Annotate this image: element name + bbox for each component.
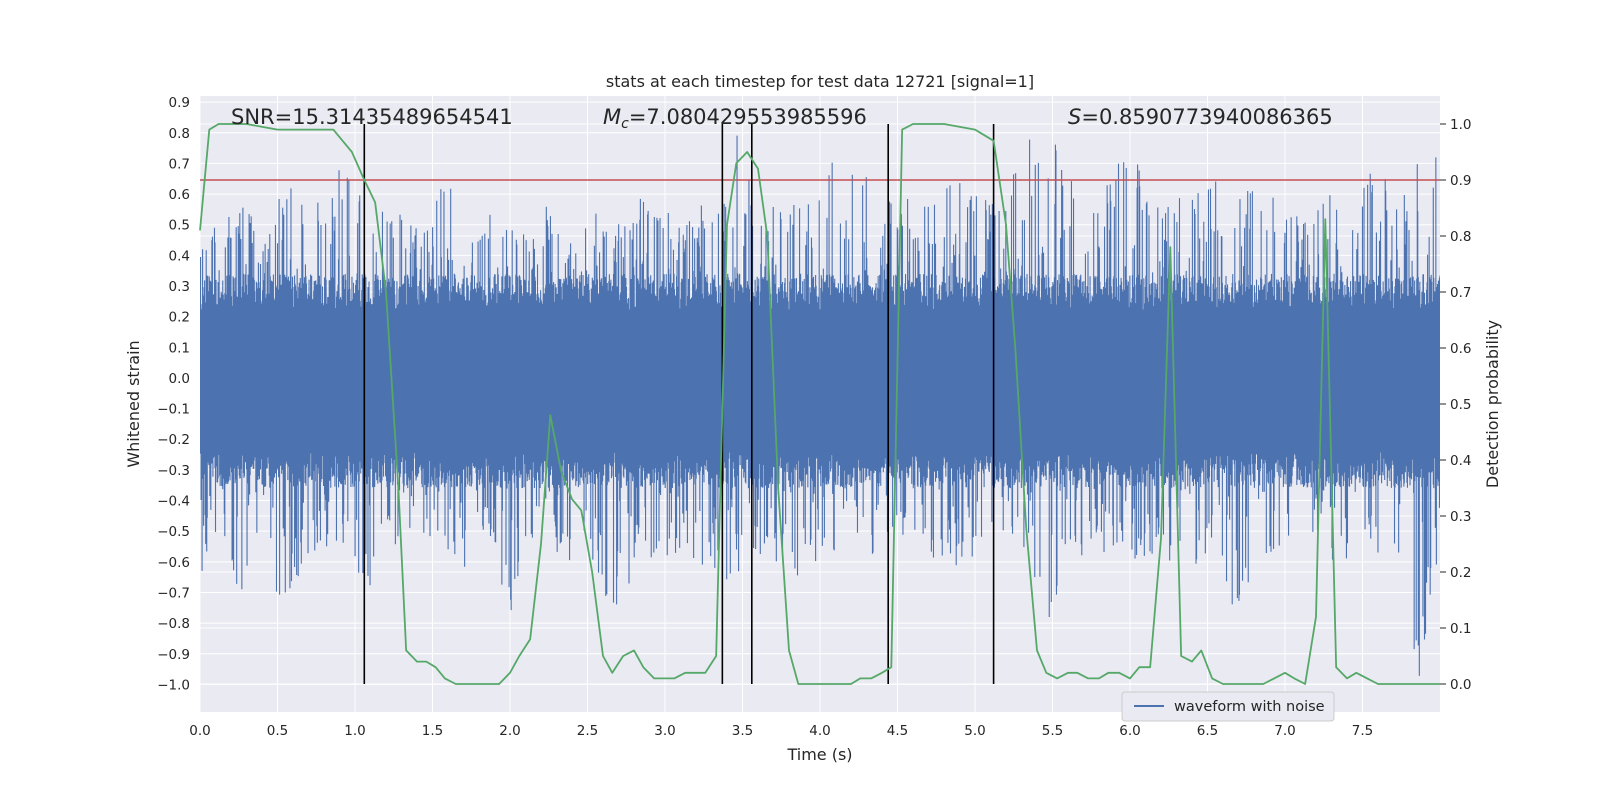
x-tick-label: 0.0: [189, 723, 210, 739]
x-axis-label: Time (s): [786, 745, 852, 764]
x-tick-label: 7.5: [1352, 723, 1373, 739]
left-y-tick-label: −0.1: [157, 402, 190, 418]
right-y-tick-label: 0.4: [1450, 453, 1471, 469]
chart-title: stats at each timestep for test data 127…: [606, 72, 1034, 91]
left-y-tick-label: 0.0: [169, 371, 190, 387]
left-y-tick-label: 0.2: [169, 310, 190, 326]
x-tick-label: 4.0: [809, 723, 830, 739]
x-tick-label: 2.5: [577, 723, 598, 739]
right-y-tick-label: 0.3: [1450, 509, 1471, 525]
left-y-tick-label: 0.7: [169, 156, 190, 172]
right-y-tick-label: 0.7: [1450, 285, 1471, 301]
left-y-tick-label: −0.6: [157, 555, 190, 571]
x-tick-label: 6.0: [1119, 723, 1140, 739]
x-tick-label: 3.0: [654, 723, 675, 739]
annotation-text: SNR=15.31435489654541: [231, 105, 513, 129]
right-y-tick-label: 0.2: [1450, 565, 1471, 581]
annotation-value: =15.31435489654541: [275, 105, 513, 129]
right-y-tick-label: 0.5: [1450, 397, 1471, 413]
left-y-tick-label: −0.9: [157, 647, 190, 663]
left-y-tick-label: −1.0: [157, 677, 190, 693]
annotation-symbol: M: [603, 105, 621, 129]
annotation-text: S=0.8590773940086365: [1068, 105, 1333, 129]
left-y-tick-label: 0.5: [169, 218, 190, 234]
left-y-axis-label: Whitened strain: [124, 340, 143, 467]
legend: waveform with noise: [1121, 691, 1335, 722]
right-y-tick-label: 0.8: [1450, 229, 1471, 245]
overlay-marks: [199, 123, 1440, 685]
x-tick-label: 7.0: [1274, 723, 1295, 739]
right-y-tick-label: 0.0: [1450, 677, 1471, 693]
x-tick-label: 1.5: [422, 723, 443, 739]
left-y-tick-label: 0.8: [169, 126, 190, 142]
left-y-tick-label: 0.4: [169, 248, 190, 264]
right-y-tick-label: 0.9: [1450, 173, 1471, 189]
left-y-tick-label: −0.4: [157, 494, 190, 510]
left-y-tick-label: 0.9: [169, 95, 190, 111]
x-tick-label: 5.0: [964, 723, 985, 739]
x-tick-label: 6.5: [1197, 723, 1218, 739]
right-y-axis-label: Detection probability: [1483, 320, 1502, 488]
left-y-tick-label: −0.3: [157, 463, 190, 479]
left-y-axis: 0.9 0.8 0.7 0.6 0.5 0.4 0.3 0.2 0.1 0.0 −0.1 −0.2 −0…: [157, 95, 190, 693]
x-tick-label: 4.5: [887, 723, 908, 739]
annotation-symbol: SNR: [231, 105, 275, 129]
annotation-subscript: c: [621, 116, 629, 132]
left-y-tick-label: 0.3: [169, 279, 190, 295]
annotation-symbol: S: [1068, 105, 1081, 129]
left-y-tick-label: −0.8: [157, 616, 190, 632]
left-y-tick-label: 0.6: [169, 187, 190, 203]
x-tick-label: 2.0: [499, 723, 520, 739]
left-y-tick-label: 0.1: [169, 340, 190, 356]
right-y-tick-label: 0.6: [1450, 341, 1471, 357]
left-y-tick-label: −0.7: [157, 585, 190, 601]
x-axis: 0.0 0.5 1.0 1.5 2.0 2.5 3.0 3.5 4.0 4.5 5.0 5.5 6.0 6…: [189, 723, 1373, 739]
annotation-text: Mc=7.080429553985596: [603, 105, 867, 132]
x-tick-label: 3.5: [732, 723, 753, 739]
x-tick-label: 1.0: [344, 723, 365, 739]
annotation-value: =0.8590773940086365: [1081, 105, 1332, 129]
x-tick-label: 0.5: [267, 723, 288, 739]
x-tick-label: 5.5: [1042, 723, 1063, 739]
left-y-tick-label: −0.5: [157, 524, 190, 540]
probability-line: [199, 123, 1440, 685]
right-y-tick-label: 0.1: [1450, 621, 1471, 637]
right-y-axis: 1.0 0.9 0.8 0.7 0.6 0.5 0.4 0.3 0.2 0.1 0.0: [1440, 117, 1471, 693]
annotation-value: =7.080429553985596: [629, 105, 867, 129]
legend-label: waveform with noise: [1174, 699, 1325, 715]
annotations: SNR=15.31435489654541 Mc=7.08042955398559…: [231, 105, 1333, 132]
left-y-tick-label: −0.2: [157, 432, 190, 448]
right-y-tick-label: 1.0: [1450, 117, 1471, 133]
